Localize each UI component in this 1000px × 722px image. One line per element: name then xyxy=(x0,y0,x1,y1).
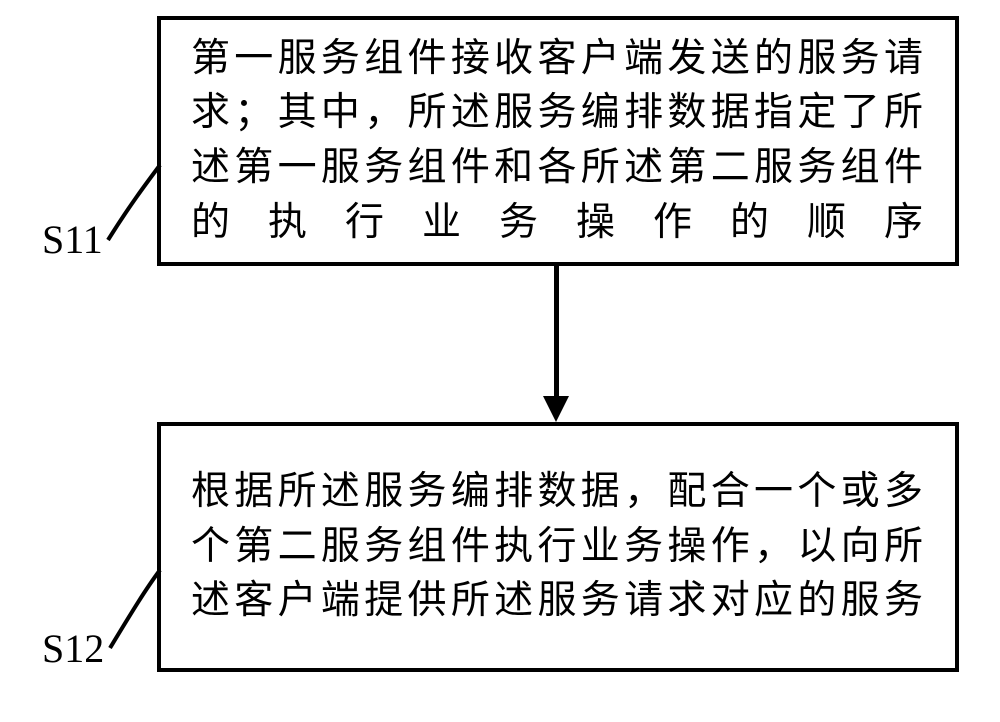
flow-node-s11-text: 第一服务组件接收客户端发送的服务请求；其中，所述服务编排数据指定了所述第一服务组… xyxy=(191,32,925,250)
flow-node-s12: 根据所述服务编排数据，配合一个或多个第二服务组件执行业务操作，以向所述客户端提供… xyxy=(157,422,959,672)
step-label-s12: S12 xyxy=(42,625,104,672)
edge-n1-n2-line xyxy=(554,266,559,396)
flowchart-canvas: 第一服务组件接收客户端发送的服务请求；其中，所述服务编排数据指定了所述第一服务组… xyxy=(0,0,1000,722)
step-label-s11: S11 xyxy=(42,216,103,263)
flow-node-s11: 第一服务组件接收客户端发送的服务请求；其中，所述服务编排数据指定了所述第一服务组… xyxy=(157,16,959,266)
flow-node-s12-text: 根据所述服务编排数据，配合一个或多个第二服务组件执行业务操作，以向所述客户端提供… xyxy=(191,465,925,629)
edge-n1-n2-head xyxy=(543,396,569,422)
